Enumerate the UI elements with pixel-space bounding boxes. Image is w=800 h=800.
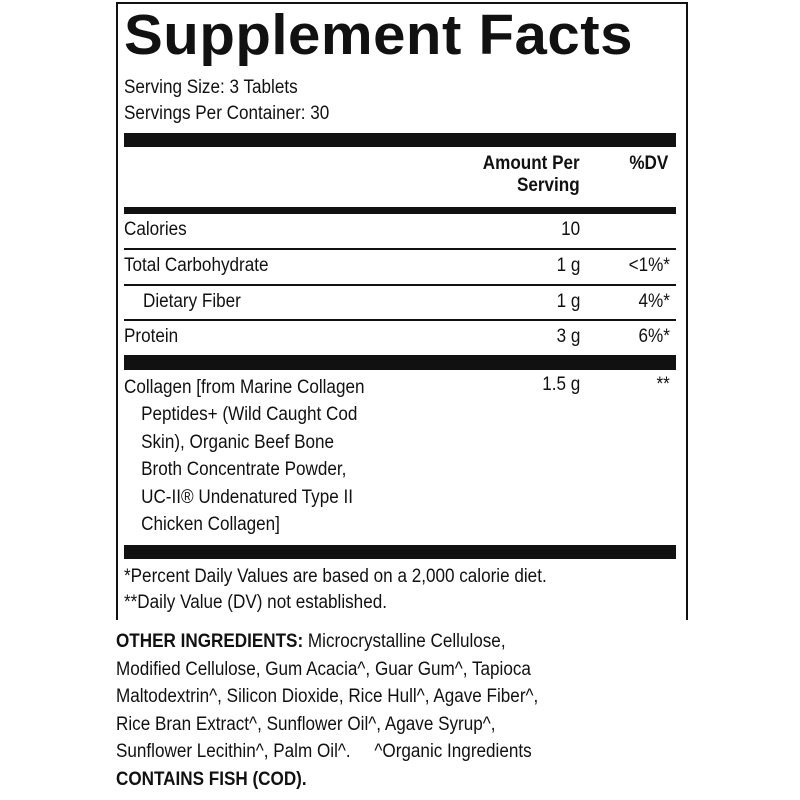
row-name-protein: Protein [124,326,179,347]
footnote-percent-dv: *Percent Daily Values are based on a 2,0… [124,566,547,587]
row-dv-dietary-fiber: 4%* [638,291,670,312]
amount-header-line2: Serving [517,175,580,196]
allergen-statement: CONTAINS FISH (COD). [116,768,307,790]
supplement-facts-panel [116,2,688,620]
servings-per-container: Servings Per Container: 30 [124,103,330,124]
collagen-line: Collagen [from Marine Collagen [124,377,365,398]
amount-header: Amount Per Serving [483,153,580,197]
other-ingredients-label: OTHER INGREDIENTS: [116,631,304,652]
row-dv-total-carbohydrate: <1%* [628,255,670,276]
dv-header: %DV [629,153,668,174]
collagen-line: Chicken Collagen] [141,514,280,536]
thick-divider [124,545,676,559]
other-ingredients-line: Modified Cellulose, Gum Acacia^, Guar Gu… [116,658,531,680]
footnote-dv-not-established: **Daily Value (DV) not established. [124,592,387,613]
collagen-ingredient: Collagen [from Marine Collagen Peptides+… [124,374,364,538]
row-amount-dietary-fiber: 1 g [556,291,580,312]
other-ingredients-line: Maltodextrin^, Silicon Dioxide, Rice Hul… [116,686,539,707]
row-name-total-carbohydrate: Total Carbohydrate [124,255,269,276]
row-divider [124,248,676,250]
thick-divider [124,355,676,370]
row-amount-calories: 10 [560,219,580,240]
thick-divider [124,133,676,147]
row-amount-protein: 3 g [556,326,580,347]
row-name-dietary-fiber: Dietary Fiber [143,291,241,312]
serving-size: Serving Size: 3 Tablets [124,77,298,98]
collagen-line: Broth Concentrate Powder, [141,459,347,481]
amount-header-line1: Amount Per [483,153,580,174]
collagen-amount: 1.5 g [541,374,580,395]
other-ingredients-line: Sunflower Lecithin^, Palm Oil^. ^Organic… [116,741,532,762]
row-divider [124,319,676,321]
panel-title: Supplement Facts [124,3,633,67]
collagen-dv: ** [656,374,670,395]
row-name-calories: Calories [124,219,187,240]
other-ingredients: OTHER INGREDIENTS: Microcrystalline Cell… [116,628,638,793]
row-divider [124,284,676,286]
row-dv-protein: 6%* [638,326,670,347]
collagen-line: Peptides+ (Wild Caught Cod [141,404,358,426]
medium-divider [124,207,676,214]
collagen-line: Skin), Organic Beef Bone [141,431,335,453]
row-amount-total-carbohydrate: 1 g [556,255,580,276]
other-ingredients-line: Rice Bran Extract^, Sunflower Oil^, Agav… [116,713,496,735]
other-ingredients-line: Microcrystalline Cellulose, [303,631,506,652]
collagen-line: UC-II® Undenatured Type II [141,486,353,508]
